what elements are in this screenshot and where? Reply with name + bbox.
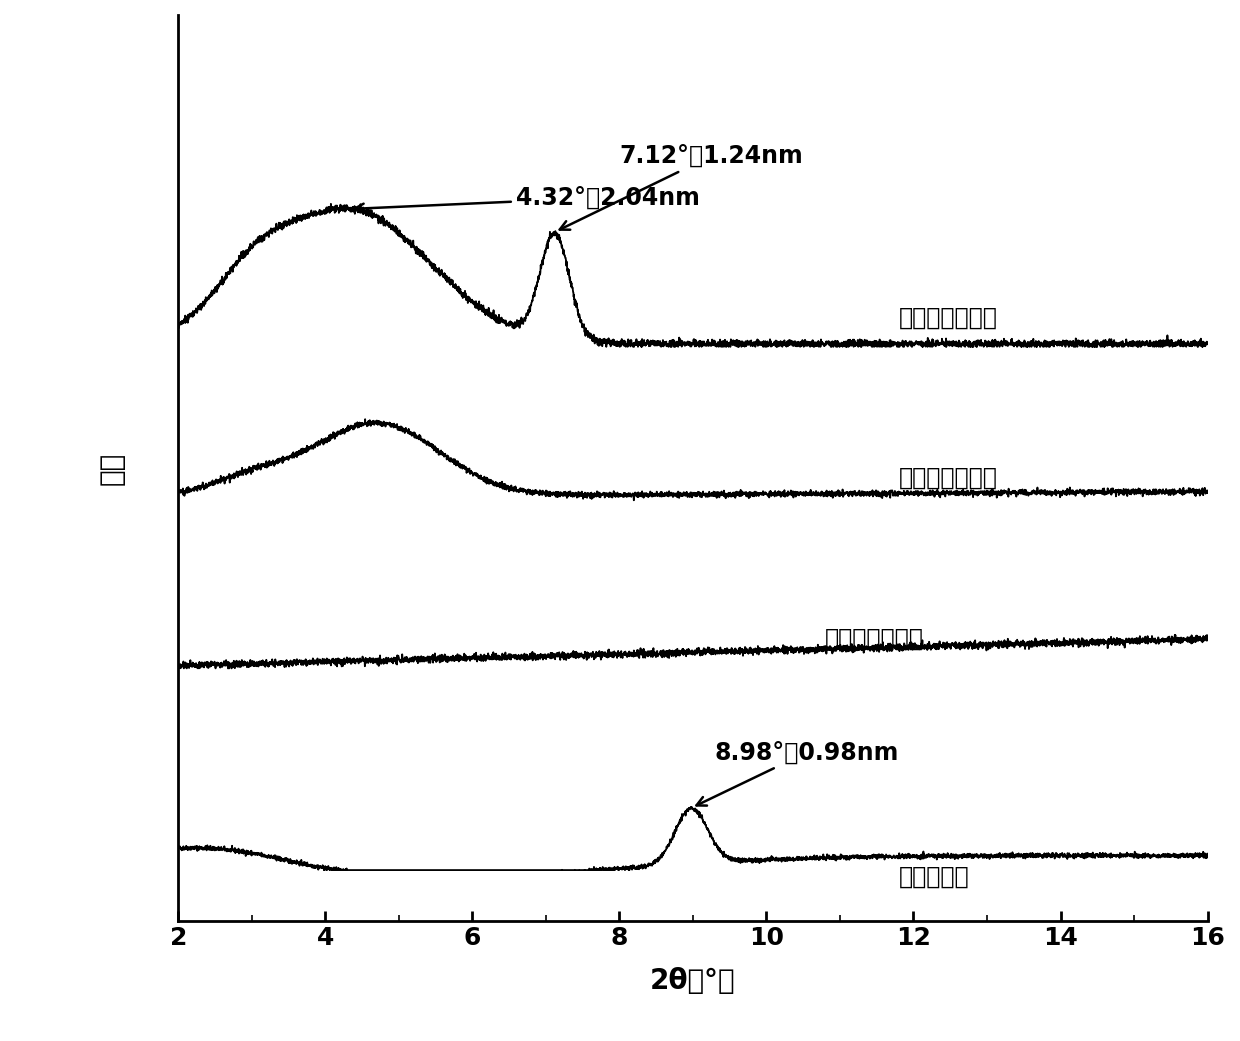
Text: 4.32°，2.04nm: 4.32°，2.04nm (355, 185, 701, 213)
Text: 强度: 强度 (98, 452, 125, 485)
Text: 一次改性蒙脉土: 一次改性蒙脉土 (899, 466, 998, 490)
Text: 羟甲基纤维素钓: 羟甲基纤维素钓 (826, 627, 924, 651)
Text: 7.12°，1.24nm: 7.12°，1.24nm (559, 144, 804, 230)
Text: 8.98°，0.98nm: 8.98°，0.98nm (697, 740, 899, 806)
Text: 二次改性蒙脉土: 二次改性蒙脉土 (899, 305, 998, 329)
Text: 钙基蒙脉土: 钙基蒙脉土 (899, 865, 970, 889)
X-axis label: 2θ（°）: 2θ（°） (650, 967, 735, 995)
